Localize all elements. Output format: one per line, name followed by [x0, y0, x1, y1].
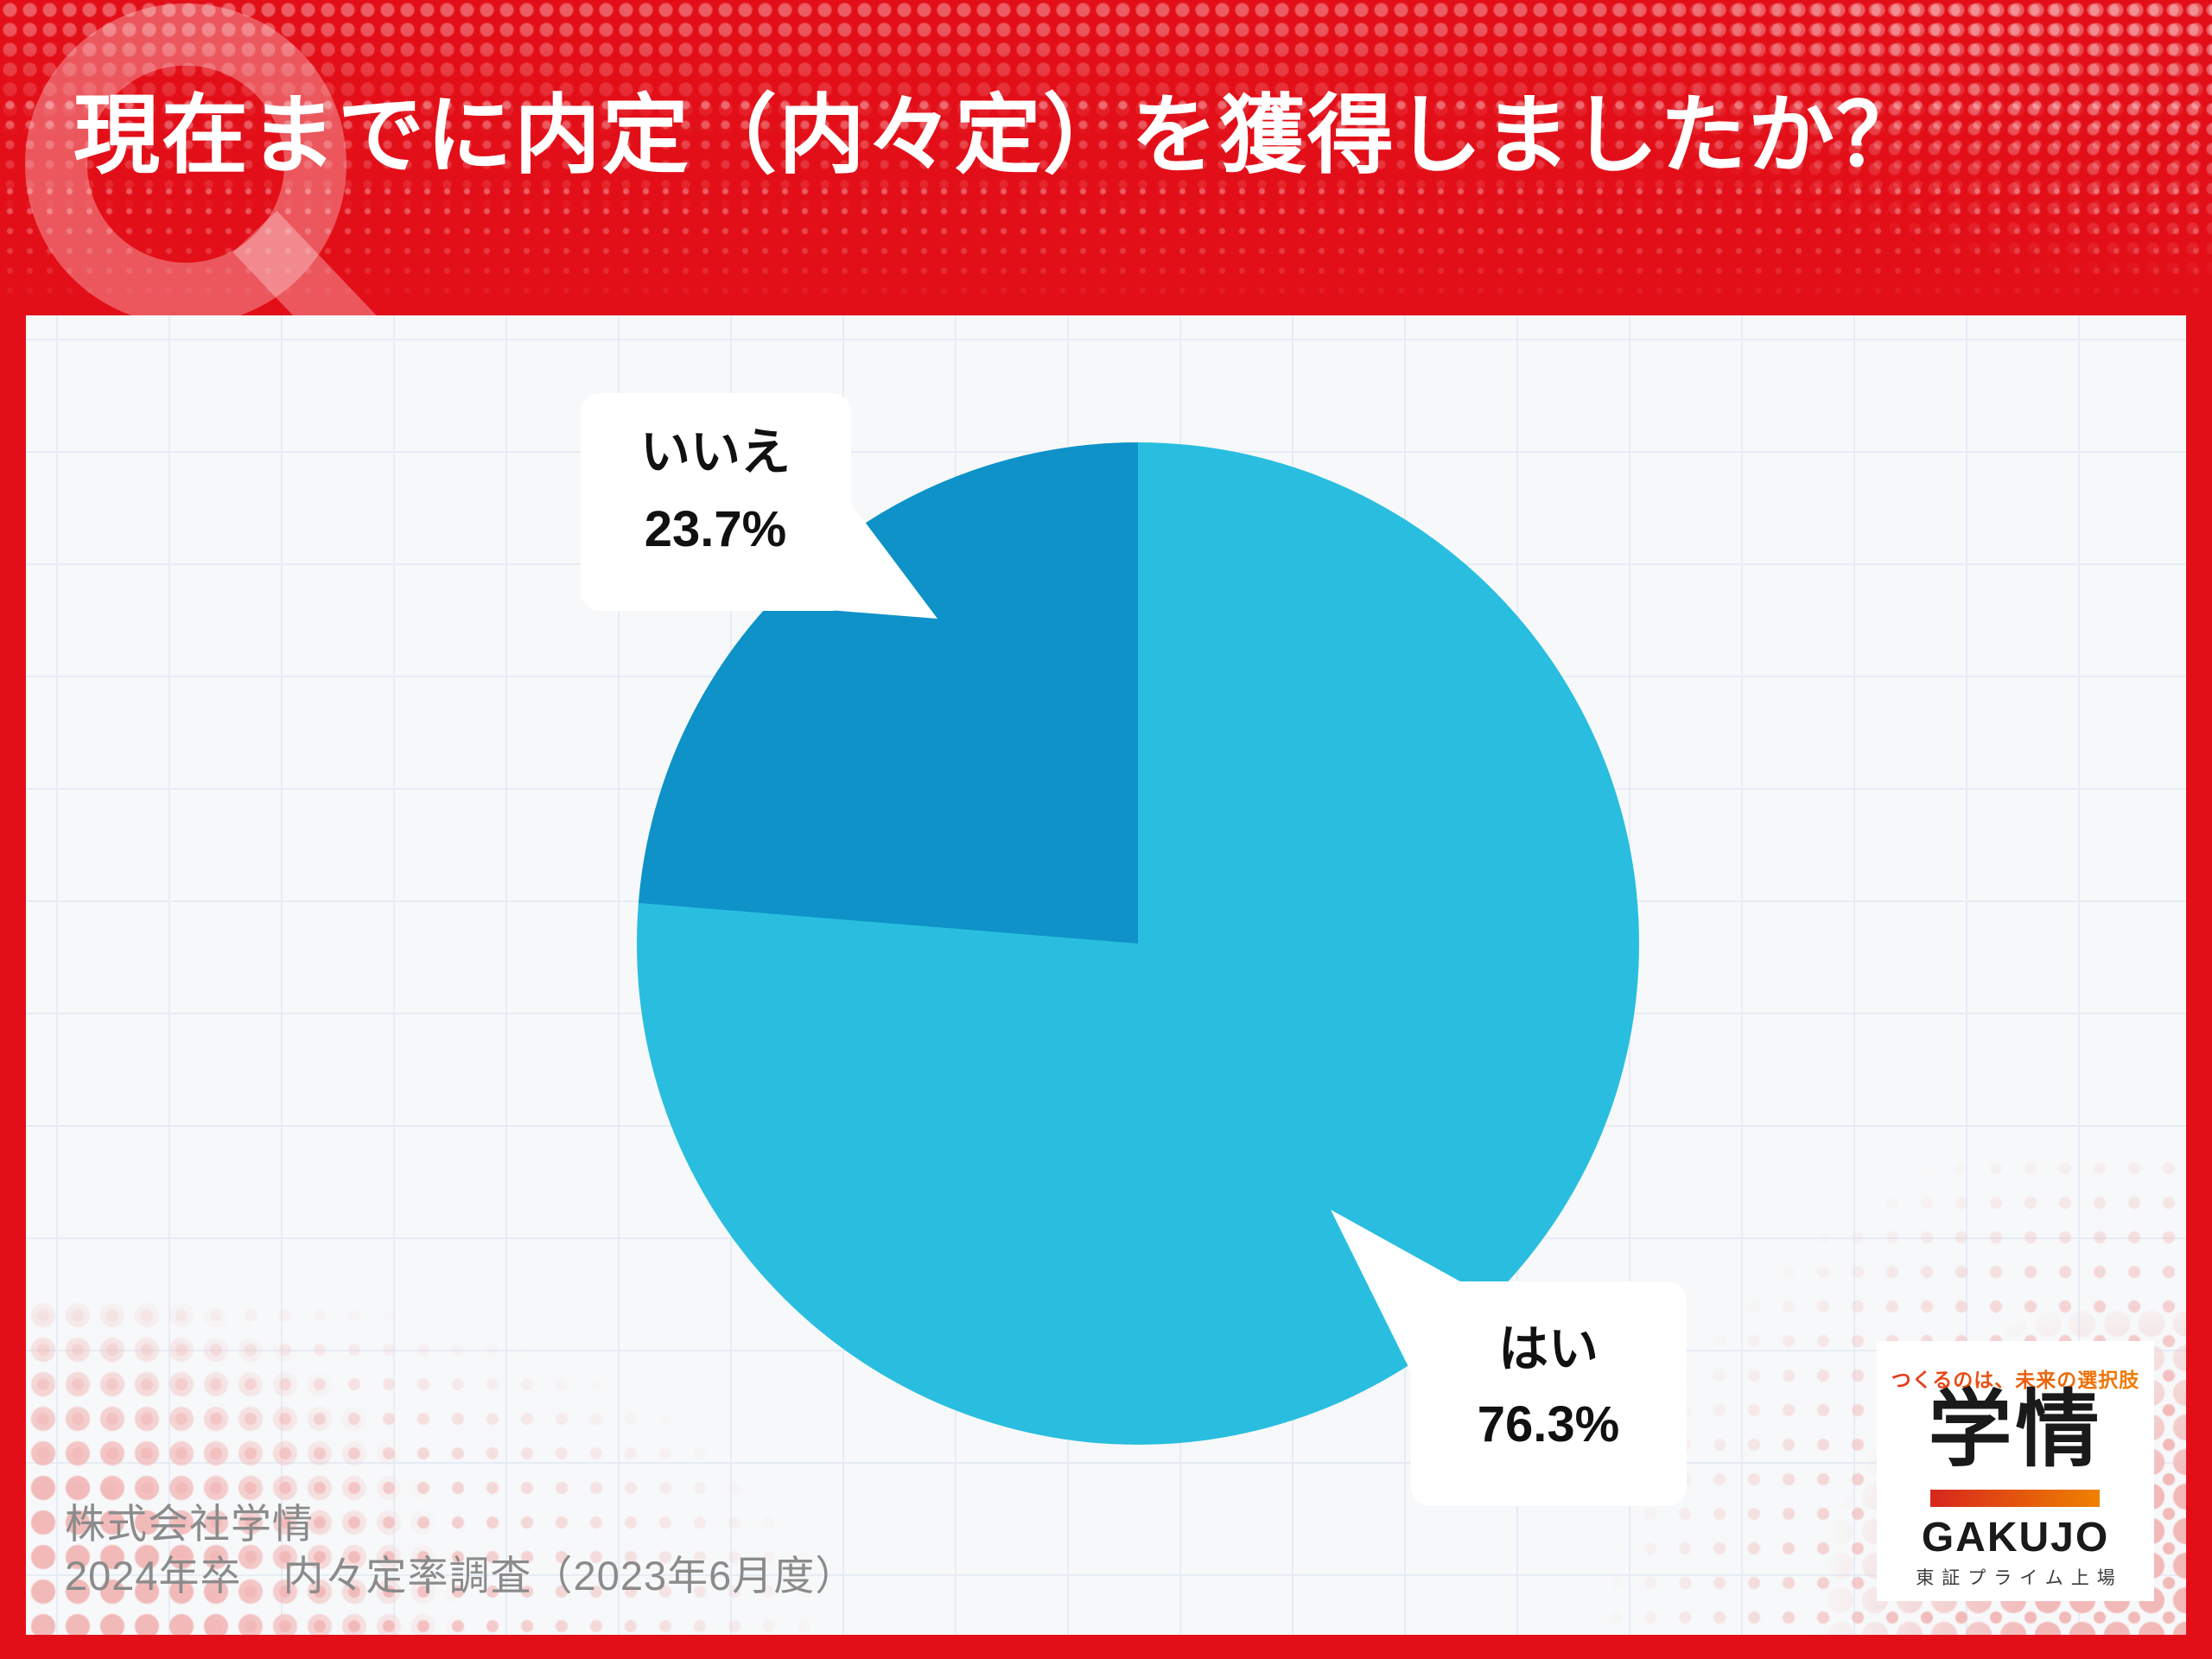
- callout-yes-bubble: [1411, 1281, 1687, 1506]
- callout-no-bubble: [581, 393, 851, 611]
- logo-name: 学情: [1928, 1382, 2103, 1477]
- frame-border-bottom: [0, 1635, 2212, 1659]
- frame-border-right: [2186, 315, 2212, 1659]
- pie-slice-no: [639, 442, 1138, 944]
- source-note: 株式会社学情 2024年卒 内々定率調査（2023年6月度）: [65, 1498, 856, 1602]
- source-line2: 2024年卒 内々定率調査（2023年6月度）: [65, 1553, 857, 1599]
- callout-no-label: いいえ: [640, 424, 791, 480]
- logo-tagline: つくるのは、未来の選択肢: [1877, 1363, 2154, 1393]
- frame-border-left: [0, 315, 26, 1659]
- source-line1: 株式会社学情: [65, 1501, 314, 1547]
- logo-listing: 東証プライム上場: [1916, 1568, 2123, 1588]
- callout-no-value: 23.7%: [645, 501, 786, 557]
- callout-yes-label: はい: [1498, 1321, 1599, 1377]
- callout-yes-value: 76.3%: [1478, 1396, 1619, 1452]
- logo-card: つくるのは、未来の選択肢 学情 GAKUJO 東証プライム上場: [1877, 1341, 2154, 1601]
- callout-yes: はい 76.3%: [1331, 1210, 1687, 1506]
- page-title: 現在までに内定（内々定）を獲得しましたか？: [73, 87, 1924, 184]
- callout-no: いいえ 23.7%: [581, 393, 938, 619]
- q-watermark-icon: [25, 3, 377, 315]
- logo-latin: GAKUJO: [1921, 1515, 2110, 1560]
- logo-gradient-bar: [1930, 1490, 2100, 1507]
